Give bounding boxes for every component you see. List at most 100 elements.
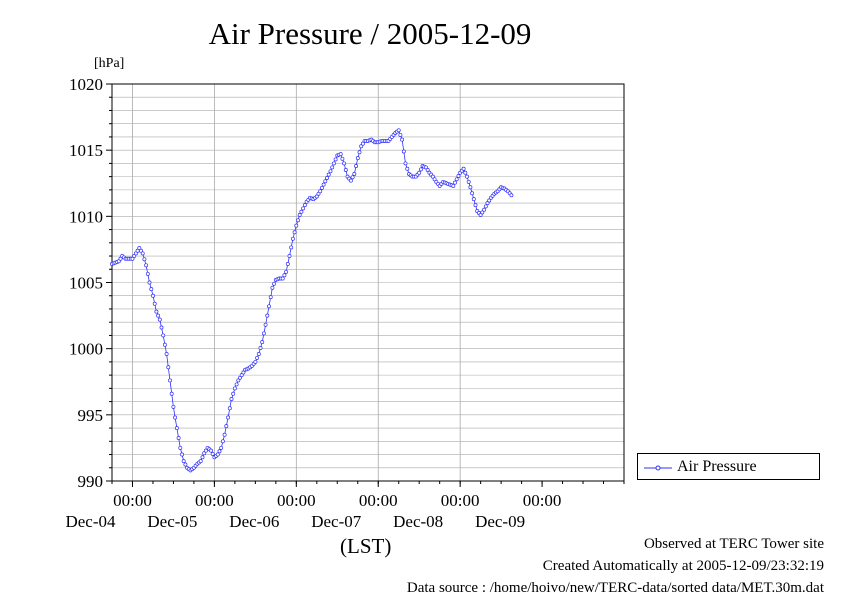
data-point xyxy=(471,197,476,202)
data-point xyxy=(132,254,137,258)
observed-site-note: Observed at TERC Tower site xyxy=(643,536,824,552)
data-point xyxy=(398,132,403,137)
data-point xyxy=(299,209,304,214)
y-tick-label: 990 xyxy=(78,472,104,491)
x-tick-label-date: Dec-05 xyxy=(147,512,197,531)
data-point xyxy=(171,404,176,409)
data-point xyxy=(140,251,145,256)
data-point xyxy=(173,415,178,420)
x-tick-label-date: Dec-06 xyxy=(229,512,279,531)
data-point xyxy=(466,179,471,184)
y-tick-label: 1015 xyxy=(69,141,103,160)
data-point xyxy=(169,391,174,396)
data-point xyxy=(343,168,348,172)
data-point xyxy=(359,144,364,149)
data-point xyxy=(227,406,232,411)
data-point xyxy=(328,169,333,174)
data-point xyxy=(487,198,492,203)
data-point xyxy=(209,448,213,453)
x-tick-label-time: 00:00 xyxy=(523,491,562,510)
data-point xyxy=(468,185,473,190)
data-point xyxy=(314,194,319,199)
data-point xyxy=(396,128,401,133)
data-point xyxy=(297,213,302,217)
data-point xyxy=(323,179,328,184)
data-point xyxy=(118,256,123,261)
data-point xyxy=(241,370,246,375)
data-point xyxy=(290,236,295,241)
data-point xyxy=(130,256,135,261)
data-point xyxy=(360,141,365,146)
data-point xyxy=(350,175,355,180)
data-point xyxy=(268,295,273,300)
x-tick-label-date: Dec-08 xyxy=(393,512,443,531)
legend: Air Pressure xyxy=(637,453,820,480)
data-point xyxy=(222,432,227,437)
chart-title: Air Pressure / 2005-12-09 xyxy=(208,16,532,51)
data-point xyxy=(451,183,456,188)
data-point xyxy=(210,451,215,456)
data-point xyxy=(232,386,237,391)
data-point xyxy=(229,397,234,401)
data-point xyxy=(151,293,155,298)
data-point xyxy=(220,439,225,444)
data-point xyxy=(465,174,469,179)
data-point xyxy=(357,150,362,155)
x-tick-label-time: 00:00 xyxy=(359,491,398,510)
data-point xyxy=(267,304,271,309)
data-point xyxy=(316,191,321,196)
data-point xyxy=(272,281,277,286)
data-point xyxy=(403,161,408,166)
data-point xyxy=(239,373,244,378)
data-point xyxy=(417,170,422,175)
data-point xyxy=(432,177,437,182)
data-point xyxy=(164,352,169,356)
data-point xyxy=(256,352,261,356)
data-point xyxy=(198,459,203,464)
data-point xyxy=(454,177,459,182)
data-point xyxy=(161,333,166,338)
data-point xyxy=(238,375,242,380)
data-point xyxy=(147,280,152,285)
data-point xyxy=(142,257,147,262)
data-point xyxy=(162,342,167,347)
y-tick-label: 1010 xyxy=(69,207,103,226)
data-point xyxy=(226,415,231,420)
data-point xyxy=(219,445,224,450)
data-point xyxy=(463,170,468,175)
data-point xyxy=(302,203,307,208)
legend-label: Air Pressure xyxy=(677,458,757,475)
data-point xyxy=(200,455,205,460)
x-tick-label-date: Dec-09 xyxy=(475,512,525,531)
data-point xyxy=(152,301,157,306)
data-point xyxy=(348,178,353,183)
data-point xyxy=(154,309,159,314)
data-point xyxy=(255,355,260,360)
data-point xyxy=(231,391,236,396)
data-point xyxy=(296,218,300,223)
data-point xyxy=(478,213,483,217)
data-point xyxy=(485,201,490,206)
data-point xyxy=(157,317,162,322)
data-point xyxy=(145,271,150,276)
data-point xyxy=(265,313,270,318)
y-axis-unit-label: [hPa] xyxy=(94,56,125,71)
data-point xyxy=(340,156,345,161)
data-point xyxy=(137,246,142,251)
data-point xyxy=(183,462,188,467)
data-point xyxy=(355,156,360,161)
data-point xyxy=(159,325,164,330)
data-point xyxy=(168,378,172,383)
y-tick-label: 1000 xyxy=(69,340,103,359)
data-point xyxy=(470,191,475,196)
series-line-air-pressure xyxy=(111,129,512,471)
data-point xyxy=(174,426,179,431)
data-point xyxy=(331,161,336,166)
data-point xyxy=(292,230,297,235)
data-point xyxy=(400,137,405,142)
data-point xyxy=(352,172,357,176)
data-point xyxy=(202,451,207,456)
data-source-note: Data source : /home/hoivo/new/TERC-data/… xyxy=(406,580,824,596)
data-point xyxy=(333,157,338,162)
data-point xyxy=(166,365,171,370)
